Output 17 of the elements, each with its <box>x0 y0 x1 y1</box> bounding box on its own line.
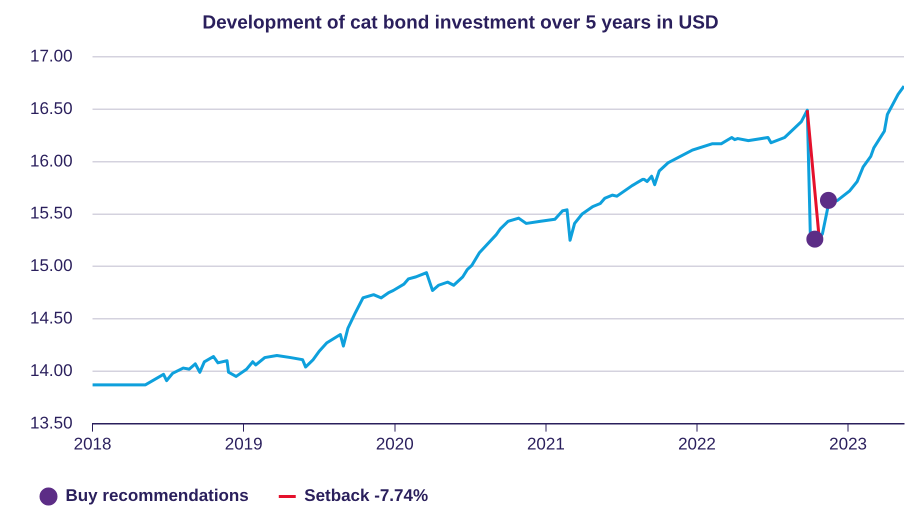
x-tick-label: 2023 <box>829 434 868 454</box>
y-tick-label: 14.50 <box>30 308 73 328</box>
legend-label: Setback -7.74% <box>304 486 428 506</box>
y-tick-label: 15.00 <box>30 256 73 276</box>
y-tick-label: 16.00 <box>30 151 73 170</box>
x-tick-label: 2019 <box>224 434 263 454</box>
y-tick-label: 13.50 <box>30 413 73 432</box>
x-tick-label: 2022 <box>678 434 716 454</box>
legend-label: Buy recommendations <box>66 486 249 506</box>
x-tick-label: 2018 <box>74 434 112 454</box>
x-tick-label: 2021 <box>526 434 565 454</box>
y-tick-label: 16.50 <box>30 98 73 118</box>
x-tick-label: 2020 <box>376 434 414 454</box>
chart-title: Development of cat bond investment over 5 years in USD <box>202 12 719 34</box>
y-tick-label: 15.50 <box>30 204 73 223</box>
y-tick-label: 17.00 <box>30 46 73 66</box>
y-tick-label: 14.00 <box>30 360 73 380</box>
